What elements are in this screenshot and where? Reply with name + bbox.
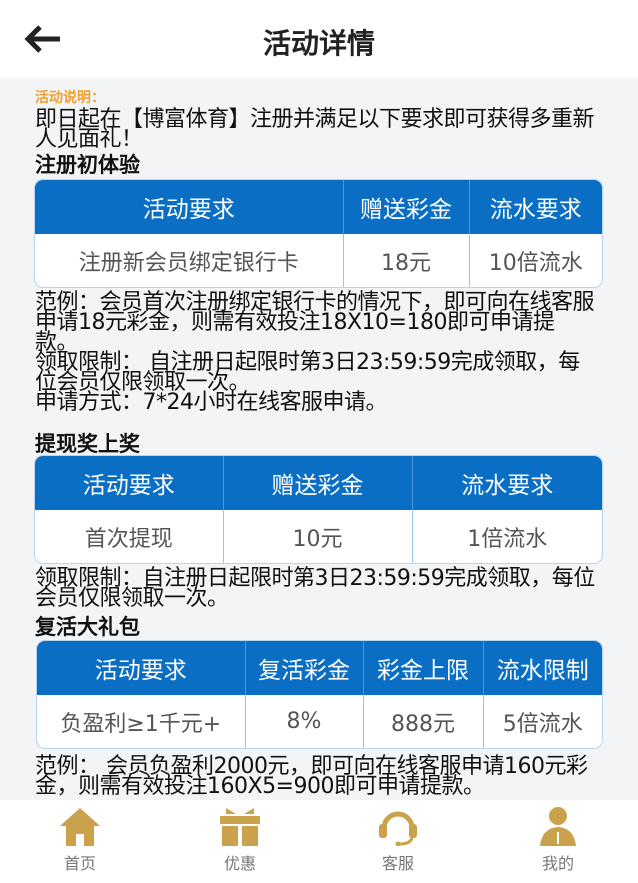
nav-label: 客服 <box>381 854 414 873</box>
note: 范例：会员首次注册绑定银行卡的情况下，即可向在线客服申请18元彩金，则需有效投注… <box>35 290 595 355</box>
table-header: 流水要求 <box>412 456 602 510</box>
section-title: 注册初体验 <box>35 153 140 177</box>
note: 范例： 会员负盈利2000元，即可向在线客服申请160元彩金，则需有效投注160… <box>35 754 588 799</box>
table-header: 彩金上限 <box>363 641 484 695</box>
table-header: 流水要求 <box>469 180 602 234</box>
table-header: 活动要求 <box>35 180 344 234</box>
header: 活动详情 <box>0 0 638 78</box>
home-icon <box>60 808 100 846</box>
arrow-left-icon[interactable] <box>24 22 64 56</box>
table-cell: 负盈利≥1千元+ <box>37 695 246 748</box>
table-row: 首次提现 10元 1倍流水 <box>35 510 602 563</box>
table-cell: 888元 <box>363 695 484 748</box>
table-header: 赠送彩金 <box>343 180 470 234</box>
table-header: 活动要求 <box>37 641 246 695</box>
section-table: 活动要求 赠送彩金 流水要求 注册新会员绑定银行卡 18元 10倍流水 <box>35 180 602 287</box>
table-cell: 注册新会员绑定银行卡 <box>35 234 344 287</box>
note: 领取限制：自注册日起限时第3日23:59:59完成领取，每位会员仅限领取一次。 <box>35 566 595 611</box>
table-row: 负盈利≥1千元+ 8% 888元 5倍流水 <box>37 695 602 748</box>
table-header: 活动要求 <box>35 456 224 510</box>
bottom-nav: 首页 优惠 客服 我的 <box>0 800 638 883</box>
section-notes: 领取限制：自注册日起限时第3日23:59:59完成领取，每位会员仅限领取一次。 <box>35 566 595 611</box>
table-cell: 首次提现 <box>35 510 224 563</box>
nav-item-home[interactable]: 首页 <box>30 800 130 874</box>
page-title: 活动详情 <box>262 27 375 60</box>
nav-item-offers[interactable]: 优惠 <box>190 800 290 874</box>
section-notes: 范例：会员首次注册绑定银行卡的情况下，即可向在线客服申请18元彩金，则需有效投注… <box>35 290 595 415</box>
table-header: 复活彩金 <box>245 641 364 695</box>
intro-text: 即日起在【博富体育】注册并满足以下要求即可获得多重新人见面礼！ <box>35 107 595 152</box>
nav-label: 我的 <box>541 854 574 873</box>
note: 领取限制： 自注册日起限时第3日23:59:59完成领取，每位会员仅限领取一次。 <box>35 350 580 395</box>
nav-label: 首页 <box>63 854 96 873</box>
section-title: 复活大礼包 <box>35 615 140 639</box>
nav-item-service[interactable]: 客服 <box>348 800 448 874</box>
user-icon <box>540 807 576 846</box>
table-cell: 10元 <box>223 510 413 563</box>
intro-label: 活动说明： <box>35 90 105 106</box>
table-cell: 8% <box>245 695 364 748</box>
note: 申请方式：7*24小时在线客服申请。 <box>35 390 388 415</box>
gift-icon <box>220 808 260 846</box>
table-cell: 18元 <box>343 234 470 287</box>
table-header: 流水限制 <box>483 641 602 695</box>
section-notes: 范例： 会员负盈利2000元，即可向在线客服申请160元彩金，则需有效投注160… <box>35 754 595 799</box>
table-cell: 1倍流水 <box>467 526 548 552</box>
table-header: 赠送彩金 <box>223 456 413 510</box>
headset-icon <box>379 811 417 846</box>
section-title: 提现奖上奖 <box>35 432 140 456</box>
table-row: 注册新会员绑定银行卡 18元 10倍流水 <box>35 234 602 287</box>
table-cell: 10倍流水 <box>488 250 583 276</box>
table-cell: 5倍流水 <box>502 711 583 737</box>
nav-item-mine[interactable]: 我的 <box>508 800 608 874</box>
section-table: 活动要求 赠送彩金 流水要求 首次提现 10元 1倍流水 <box>35 456 602 563</box>
nav-label: 优惠 <box>223 854 256 873</box>
section-table: 活动要求 复活彩金 彩金上限 流水限制 负盈利≥1千元+ 8% 888元 5倍流水 <box>37 641 602 748</box>
